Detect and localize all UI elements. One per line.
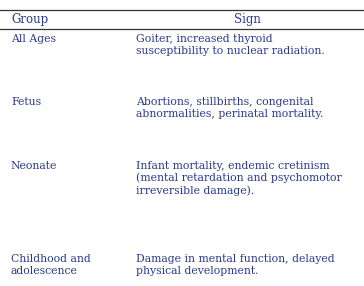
Text: Abortions, stillbirths, congenital
abnormalities, perinatal mortality.: Abortions, stillbirths, congenital abnor… bbox=[136, 97, 324, 119]
Text: Childhood and
adolescence: Childhood and adolescence bbox=[11, 254, 91, 276]
Text: Neonate: Neonate bbox=[11, 161, 57, 171]
Text: Infant mortality, endemic cretinism
(mental retardation and psychomotor
irrevers: Infant mortality, endemic cretinism (men… bbox=[136, 161, 342, 196]
Text: Goiter, increased thyroid
susceptibility to nuclear radiation.: Goiter, increased thyroid susceptibility… bbox=[136, 34, 325, 56]
Text: Group: Group bbox=[11, 13, 48, 26]
Text: Damage in mental function, delayed
physical development.: Damage in mental function, delayed physi… bbox=[136, 254, 335, 276]
Text: Sign: Sign bbox=[234, 13, 261, 26]
Text: All Ages: All Ages bbox=[11, 34, 56, 44]
Text: Fetus: Fetus bbox=[11, 97, 41, 107]
